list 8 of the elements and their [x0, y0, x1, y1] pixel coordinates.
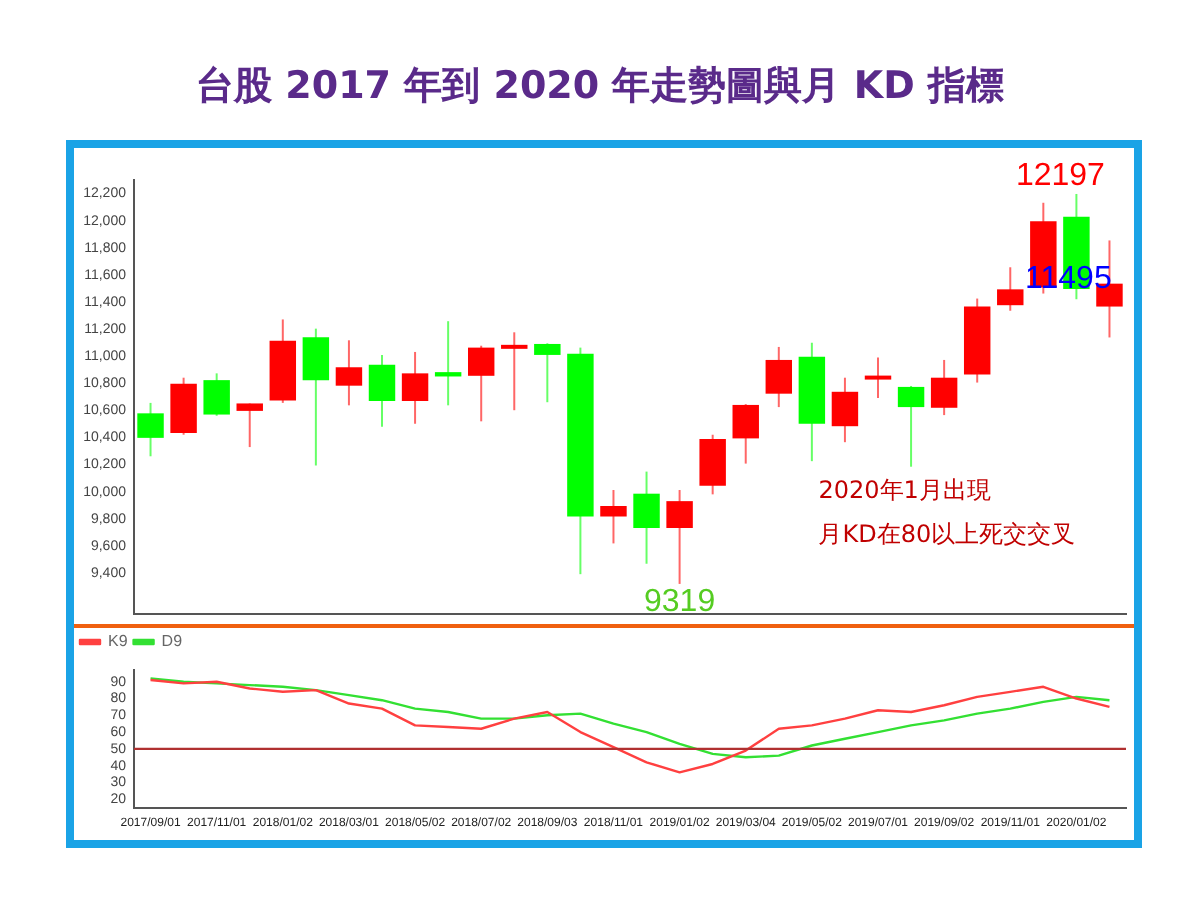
- annotation: 月KD在80以上死交交叉: [818, 519, 1076, 548]
- chart-title: 台股 2017 年到 2020 年走勢圖與月 KD 指標: [194, 62, 1006, 112]
- annotation: 11495: [1025, 261, 1112, 296]
- legend-label: K9: [108, 632, 129, 651]
- annotation: 9319: [644, 584, 716, 619]
- legend-label: D9: [161, 632, 184, 651]
- annotation: 12197: [1015, 158, 1106, 193]
- annotation: 2020年1月出現: [818, 475, 991, 504]
